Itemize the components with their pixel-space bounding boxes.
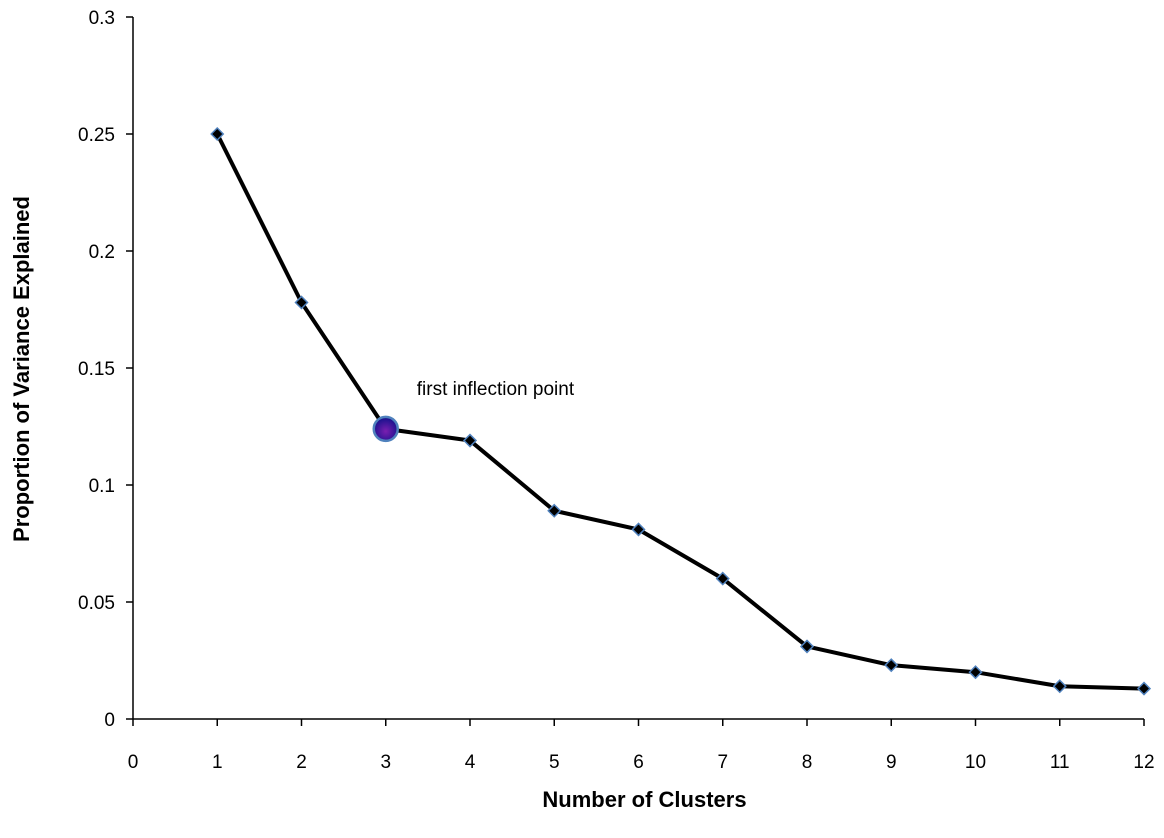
data-point [968, 665, 983, 680]
x-tick-label: 12 [1133, 752, 1154, 773]
data-point [547, 503, 562, 518]
y-tick-label: 0.15 [78, 359, 115, 380]
data-point [294, 295, 309, 310]
axes: 00.050.10.150.20.250.30 1 2 3 4 5 6 7 8 9 10 11 12 [78, 8, 1155, 773]
x-tick-label: 0 [128, 752, 139, 773]
x-tick-label: 5 [549, 752, 560, 773]
data-point [884, 658, 899, 673]
x-tick-label: 9 [886, 752, 897, 773]
y-axis-title: Proportion of Variance Explained [9, 196, 34, 542]
x-tick-label: 7 [717, 752, 728, 773]
x-tick-label: 3 [380, 752, 391, 773]
series [210, 126, 1152, 696]
y-tick-label: 0.2 [89, 242, 115, 263]
data-point [799, 639, 815, 654]
x-tick-label: 2 [296, 752, 307, 773]
x-tick-label: 11 [1050, 752, 1070, 773]
x-tick-label: 6 [633, 752, 644, 773]
x-tick-label: 10 [965, 752, 986, 773]
y-tick-label: 0.25 [78, 125, 115, 146]
data-point [715, 571, 730, 586]
y-tick-label: 0.05 [78, 593, 115, 614]
x-tick-label: 8 [802, 752, 813, 773]
y-tick-label: 0.1 [89, 476, 115, 497]
data-point [631, 522, 646, 537]
y-tick-label: 0 [104, 710, 115, 731]
annotation-label: first inflection point [417, 379, 575, 400]
data-point [462, 433, 478, 448]
series-line [215, 133, 1145, 691]
highlighted-point [372, 415, 399, 443]
x-tick-label: 1 [212, 752, 223, 773]
data-point [210, 126, 225, 142]
x-tick-label: 4 [465, 752, 476, 773]
data-point [1052, 679, 1067, 694]
y-tick-label: 0.3 [89, 8, 115, 29]
annotations: first inflection point [372, 379, 575, 443]
x-axis-title: Number of Clusters [542, 787, 746, 812]
data-point [1136, 681, 1152, 696]
